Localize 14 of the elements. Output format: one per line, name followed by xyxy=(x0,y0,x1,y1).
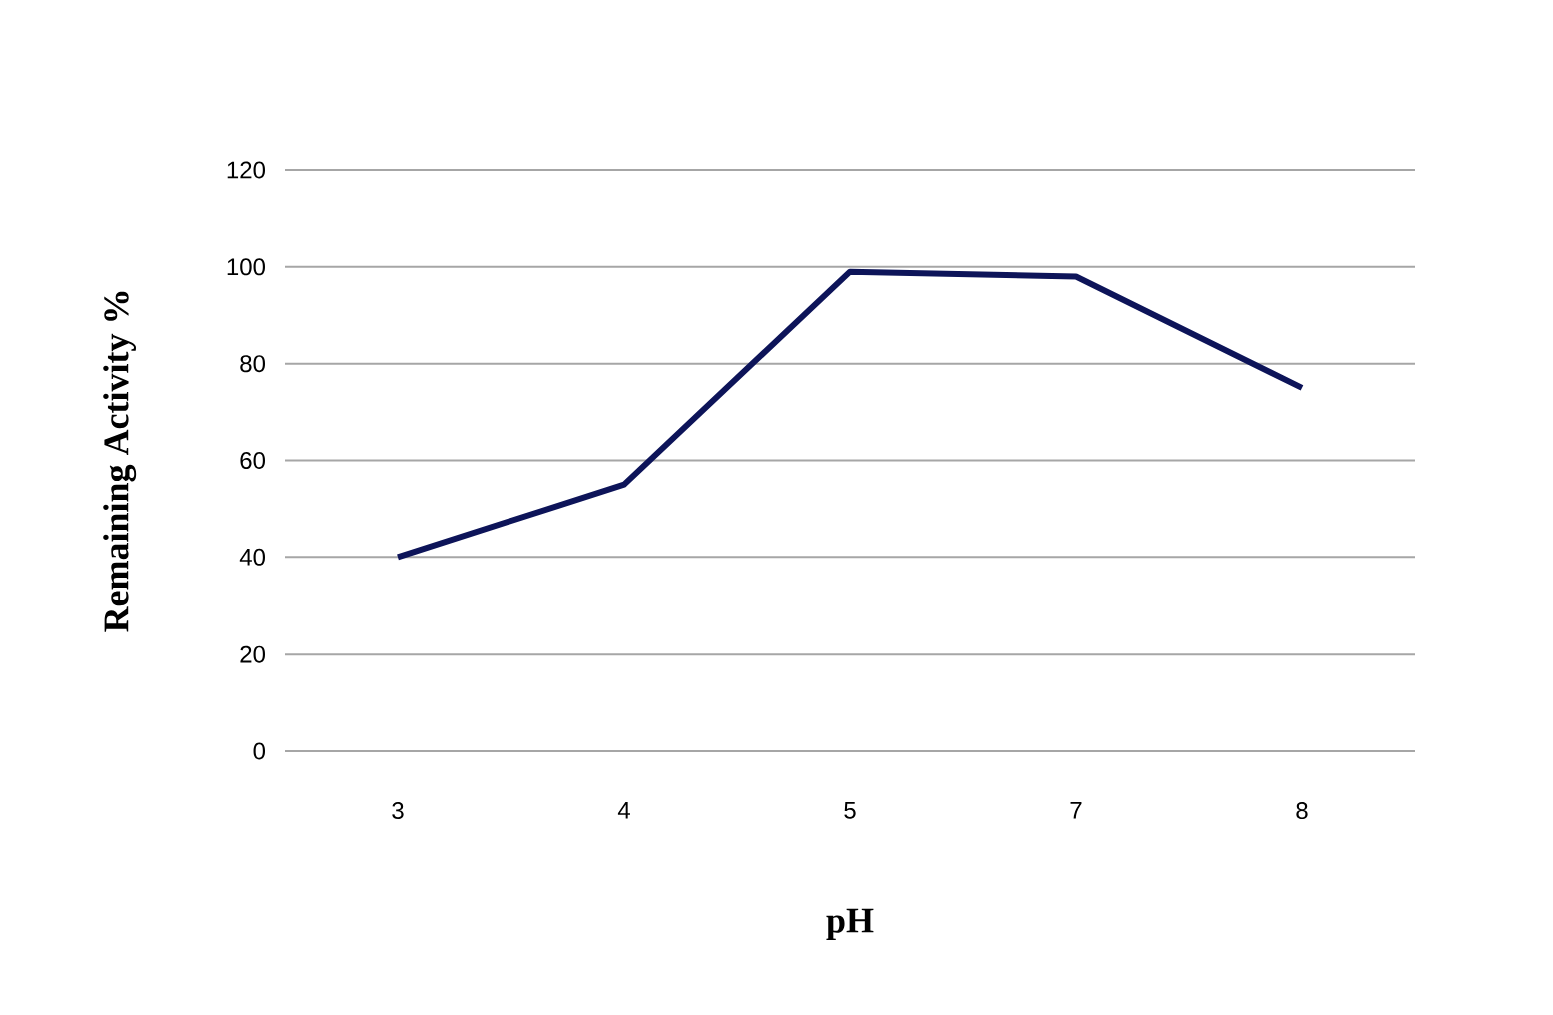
y-tick-label: 80 xyxy=(240,355,266,373)
y-tick-label: 100 xyxy=(227,258,265,276)
x-axis-title: pH xyxy=(826,908,874,940)
x-tick-label: 4 xyxy=(617,802,630,819)
y-tick-label: 40 xyxy=(239,548,266,566)
y-tick-label: 20 xyxy=(240,645,266,663)
x-tick-label: 3 xyxy=(392,802,404,820)
y-tick-label: 120 xyxy=(227,161,265,179)
x-tick-label: 8 xyxy=(1296,802,1308,820)
x-tick-label: 5 xyxy=(844,802,856,819)
x-tick-label: 7 xyxy=(1070,802,1082,819)
y-tick-label: 0 xyxy=(253,742,266,760)
y-axis-title: Remaining Activity % xyxy=(103,291,137,632)
y-tick-label: 60 xyxy=(240,452,266,469)
